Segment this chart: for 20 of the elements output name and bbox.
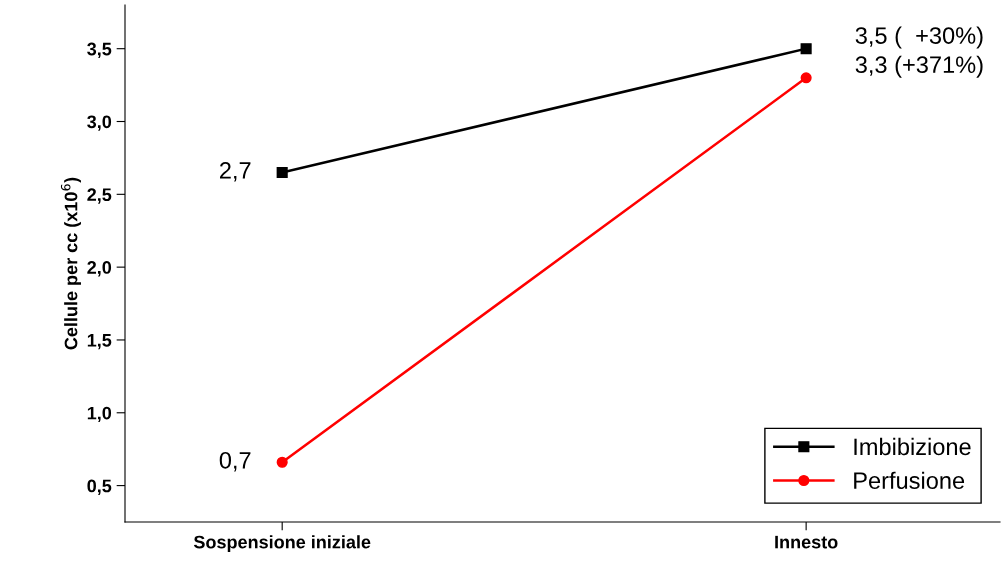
y-tick-label: 2,5 bbox=[87, 188, 112, 204]
data-label: 2,7 bbox=[220, 162, 251, 182]
legend-label: Perfusione bbox=[854, 471, 965, 489]
point bbox=[276, 456, 288, 468]
y-tick-label: 3,5 bbox=[87, 42, 112, 59]
data-label: 3,5 ( +30%) bbox=[855, 26, 983, 49]
y-axis-title: Cellule per cc (x10$^{6}$) bbox=[60, 177, 81, 350]
point bbox=[800, 43, 812, 55]
y-tick-label: 3,0 bbox=[87, 115, 112, 131]
point bbox=[276, 166, 288, 179]
y-tick-label: 0,5 bbox=[87, 479, 112, 495]
y-tick-label: 1,0 bbox=[87, 406, 112, 423]
x-tick-label: Sospensione iniziale bbox=[193, 535, 371, 553]
x-tick-label: Innesto bbox=[775, 535, 838, 549]
legend-label: Imbibizione bbox=[854, 437, 971, 456]
point bbox=[800, 72, 812, 84]
y-tick-label: 2,0 bbox=[87, 261, 112, 277]
y-tick-label: 1,5 bbox=[87, 334, 112, 350]
data-label: 0,7 bbox=[219, 451, 251, 472]
data-label: 3,3 (+371%) bbox=[855, 55, 983, 78]
